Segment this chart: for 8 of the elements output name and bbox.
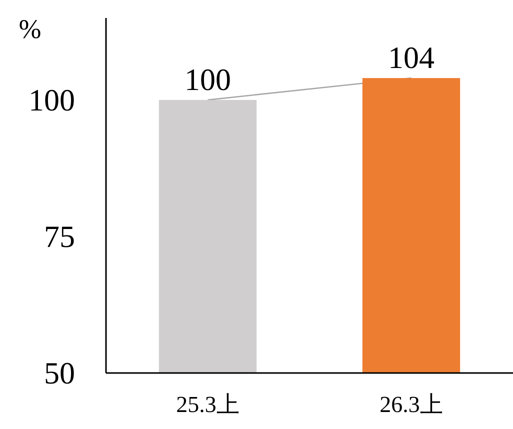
y-tick-label: 75 — [44, 218, 75, 254]
data-label: 100 — [184, 62, 231, 97]
x-tick-label: 25.3上 — [176, 392, 240, 417]
y-tick-label: 100 — [28, 82, 75, 118]
y-axis-title: % — [18, 14, 42, 44]
y-tick-label: 50 — [44, 356, 75, 390]
data-label: 104 — [388, 40, 435, 76]
x-tick-label: 26.3上 — [380, 392, 443, 417]
